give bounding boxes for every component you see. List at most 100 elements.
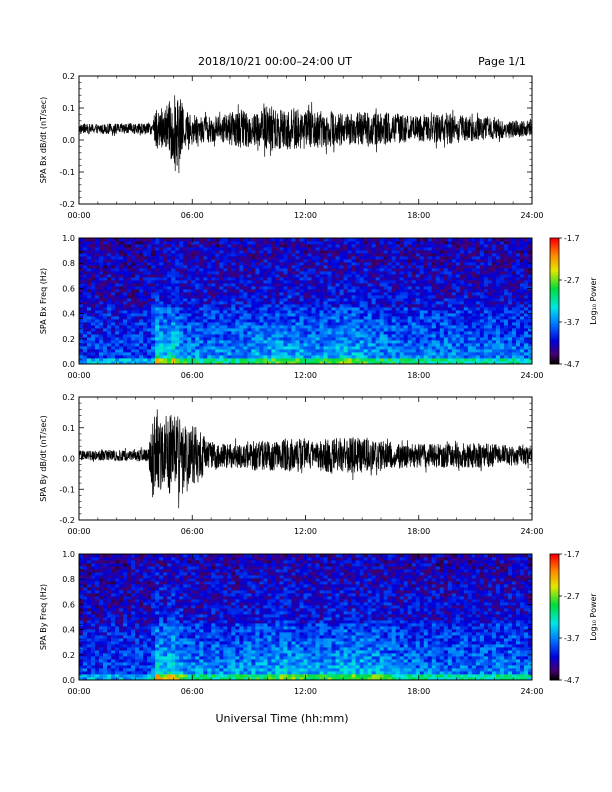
spectrogram-cell bbox=[319, 283, 324, 287]
spectrogram-cell bbox=[503, 265, 509, 269]
spectrogram-cell bbox=[495, 346, 501, 350]
spectrogram-cell bbox=[215, 277, 220, 281]
spectrogram-cell bbox=[447, 328, 453, 332]
spectrogram-cell bbox=[259, 313, 264, 317]
spectrogram-cell bbox=[435, 313, 441, 317]
spectrogram-cell bbox=[303, 307, 308, 311]
spectrogram-cell bbox=[395, 247, 401, 251]
spectrogram-cell bbox=[183, 298, 188, 302]
spectrogram-cell bbox=[95, 328, 100, 332]
spectrogram-cell bbox=[375, 250, 381, 254]
spectrogram-cell bbox=[455, 271, 461, 275]
spectrogram-cell bbox=[219, 346, 224, 350]
spectrogram-cell bbox=[495, 352, 501, 356]
colorbar-segment bbox=[550, 354, 559, 357]
spectrogram-cell bbox=[403, 355, 409, 359]
spectrogram-cell bbox=[355, 277, 361, 281]
spectrogram-cell bbox=[423, 295, 429, 299]
spectrogram-cell bbox=[163, 310, 168, 314]
spectrogram-cell bbox=[315, 334, 320, 338]
spectrogram-cell bbox=[151, 295, 156, 299]
spectrogram-cell bbox=[251, 256, 256, 260]
spectrogram-cell bbox=[355, 262, 361, 266]
spectrogram-cell bbox=[83, 346, 88, 350]
spectrogram-cell bbox=[87, 325, 92, 329]
y-tick-label: 0.0 bbox=[62, 136, 75, 145]
spectrogram-cell bbox=[255, 241, 260, 245]
spectrogram-cell bbox=[523, 352, 529, 356]
spectrogram-cell bbox=[167, 301, 172, 305]
spectrogram-cell bbox=[183, 346, 188, 350]
spectrogram-cell bbox=[451, 244, 457, 248]
spectrogram-cell bbox=[483, 313, 489, 317]
spectrogram-cell bbox=[131, 346, 136, 350]
spectrogram-cell bbox=[387, 271, 393, 275]
spectrogram-cell bbox=[311, 277, 316, 281]
spectrogram-cell bbox=[343, 346, 348, 350]
spectrogram-cell bbox=[487, 334, 493, 338]
spectrogram-cell bbox=[287, 262, 292, 266]
spectrogram-cell bbox=[359, 337, 365, 341]
spectrogram-cell bbox=[307, 241, 312, 245]
spectrogram-cell bbox=[231, 340, 236, 344]
spectrogram-cell bbox=[495, 262, 501, 266]
spectrogram-cell bbox=[83, 259, 88, 263]
spectrogram-cell bbox=[295, 259, 300, 263]
spectrogram-cell bbox=[183, 292, 188, 296]
spectrogram-cell bbox=[431, 277, 437, 281]
spectrogram-cell bbox=[479, 289, 485, 293]
spectrogram-cell bbox=[143, 337, 148, 341]
spectrogram-cell bbox=[219, 349, 224, 353]
spectrogram-cell bbox=[379, 286, 385, 290]
spectrogram-cell bbox=[275, 358, 280, 362]
spectrogram-cell bbox=[131, 274, 136, 278]
spectrogram-cell bbox=[107, 313, 112, 317]
spectrogram-cell bbox=[431, 259, 437, 263]
spectrogram-cell bbox=[343, 307, 348, 311]
spectrogram-cell bbox=[251, 343, 256, 347]
spectrogram-cell bbox=[455, 316, 461, 320]
spectrogram-cell bbox=[107, 244, 112, 248]
spectrogram-cell bbox=[215, 289, 220, 293]
spectrogram-cell bbox=[131, 313, 136, 317]
spectrogram-cell bbox=[119, 355, 124, 359]
spectrogram-cell bbox=[263, 316, 268, 320]
spectrogram-cell bbox=[371, 352, 377, 356]
spectrogram-cell bbox=[219, 283, 224, 287]
spectrogram-cell bbox=[439, 262, 445, 266]
spectrogram-cell bbox=[235, 325, 240, 329]
spectrogram-cell bbox=[255, 253, 260, 257]
spectrogram-cell bbox=[151, 304, 156, 308]
spectrogram-cell bbox=[147, 277, 152, 281]
spectrogram-cell bbox=[455, 319, 461, 323]
spectrogram-cell bbox=[287, 355, 292, 359]
spectrogram-cell bbox=[131, 301, 136, 305]
spectrogram-cell bbox=[391, 331, 397, 335]
spectrogram-cell bbox=[235, 331, 240, 335]
spectrogram-cell bbox=[307, 277, 312, 281]
spectrogram-cell bbox=[215, 328, 220, 332]
spectrogram-cell bbox=[255, 259, 260, 263]
spectrogram-cell bbox=[395, 328, 401, 332]
spectrogram-cell bbox=[451, 259, 457, 263]
spectrogram-cell bbox=[207, 340, 212, 344]
spectrogram-cell bbox=[255, 334, 260, 338]
spectrogram-cell bbox=[507, 316, 513, 320]
spectrogram-cell bbox=[451, 283, 457, 287]
spectrogram-cell bbox=[195, 331, 200, 335]
spectrogram-cell bbox=[151, 265, 156, 269]
spectrogram-cell bbox=[523, 361, 529, 365]
spectrogram-cell bbox=[411, 292, 417, 296]
spectrogram-cell bbox=[483, 274, 489, 278]
spectrogram-cell bbox=[79, 304, 84, 308]
spectrogram-cell bbox=[155, 361, 160, 365]
spectrogram-cell bbox=[467, 256, 473, 260]
spectrogram-cell bbox=[487, 259, 493, 263]
spectrogram-cell bbox=[467, 298, 473, 302]
spectrogram-cell bbox=[491, 358, 497, 362]
spectrogram-cell bbox=[483, 358, 489, 362]
colorbar-segment bbox=[550, 330, 559, 333]
spectrogram-cell bbox=[127, 277, 132, 281]
spectrogram-cell bbox=[123, 322, 128, 326]
spectrogram-cell bbox=[435, 271, 441, 275]
